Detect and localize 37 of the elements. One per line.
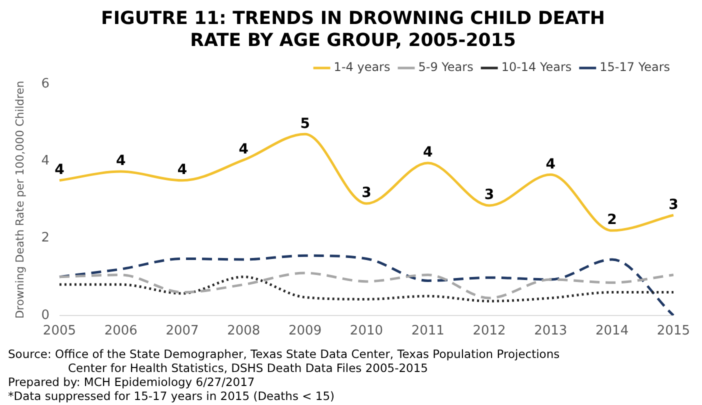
x-tick-label: 2009 bbox=[288, 324, 322, 339]
x-tick-label: 2006 bbox=[104, 324, 138, 339]
text: *Data suppressed for 15-17 years in 2015 (Deaths < 15) bbox=[8, 389, 336, 403]
data-label: 4 bbox=[116, 153, 126, 170]
x-tick-label: 2011 bbox=[411, 324, 444, 339]
data-label: 4 bbox=[177, 162, 188, 178]
legend-label: 15-17 Years bbox=[600, 60, 670, 74]
x-tick-label: 2014 bbox=[596, 324, 629, 339]
legend-label: 5-9 Years bbox=[418, 60, 474, 74]
y-axis-title: Drowning Death Rate per 100,000 Children bbox=[13, 80, 26, 319]
legend-label: 1-4 years bbox=[334, 60, 390, 74]
data-label: 4 bbox=[238, 142, 249, 158]
x-tick-label: 2005 bbox=[42, 324, 76, 339]
x-tick-label: 2013 bbox=[534, 324, 568, 339]
data-label: 4 bbox=[546, 156, 556, 172]
x-tick-label: 2007 bbox=[166, 324, 199, 339]
y-tick-label: 4 bbox=[41, 154, 50, 169]
data-label: 2 bbox=[607, 212, 617, 228]
data-label: 3 bbox=[484, 187, 494, 204]
x-tick-label: 2008 bbox=[227, 324, 260, 339]
data-label: 3 bbox=[668, 196, 678, 213]
x-tick-label: 2012 bbox=[472, 324, 506, 339]
line-series bbox=[58, 272, 675, 300]
x-tick-label: 2010 bbox=[350, 324, 384, 339]
data-label: 3 bbox=[362, 185, 372, 202]
chart-title: FIGUTRE 11: TRENDS IN DROWNING CHILD DEATH RATE BY AGE GROUP, 2005-2015 bbox=[100, 8, 606, 52]
data-label: 4 bbox=[54, 162, 65, 178]
line-series bbox=[58, 276, 675, 302]
source-note: Source: Office of the State Demographer, Texas State Data Center, Texas Population Projections Center for Health Statistics, DSHS Death Data Files 2005-2015 bbox=[8, 347, 561, 375]
y-tick-label: 0 bbox=[41, 308, 50, 323]
text: Prepared by: MCH Epidemiology 6/27/2017 bbox=[8, 375, 256, 389]
data-label: 4 bbox=[422, 144, 433, 161]
x-tick-label: 2015 bbox=[656, 324, 690, 339]
y-tick-label: 2 bbox=[41, 230, 50, 246]
y-tick-label: 6 bbox=[41, 76, 50, 92]
data-label: 5 bbox=[300, 116, 310, 132]
legend-label: 10-14 Years bbox=[501, 60, 572, 74]
